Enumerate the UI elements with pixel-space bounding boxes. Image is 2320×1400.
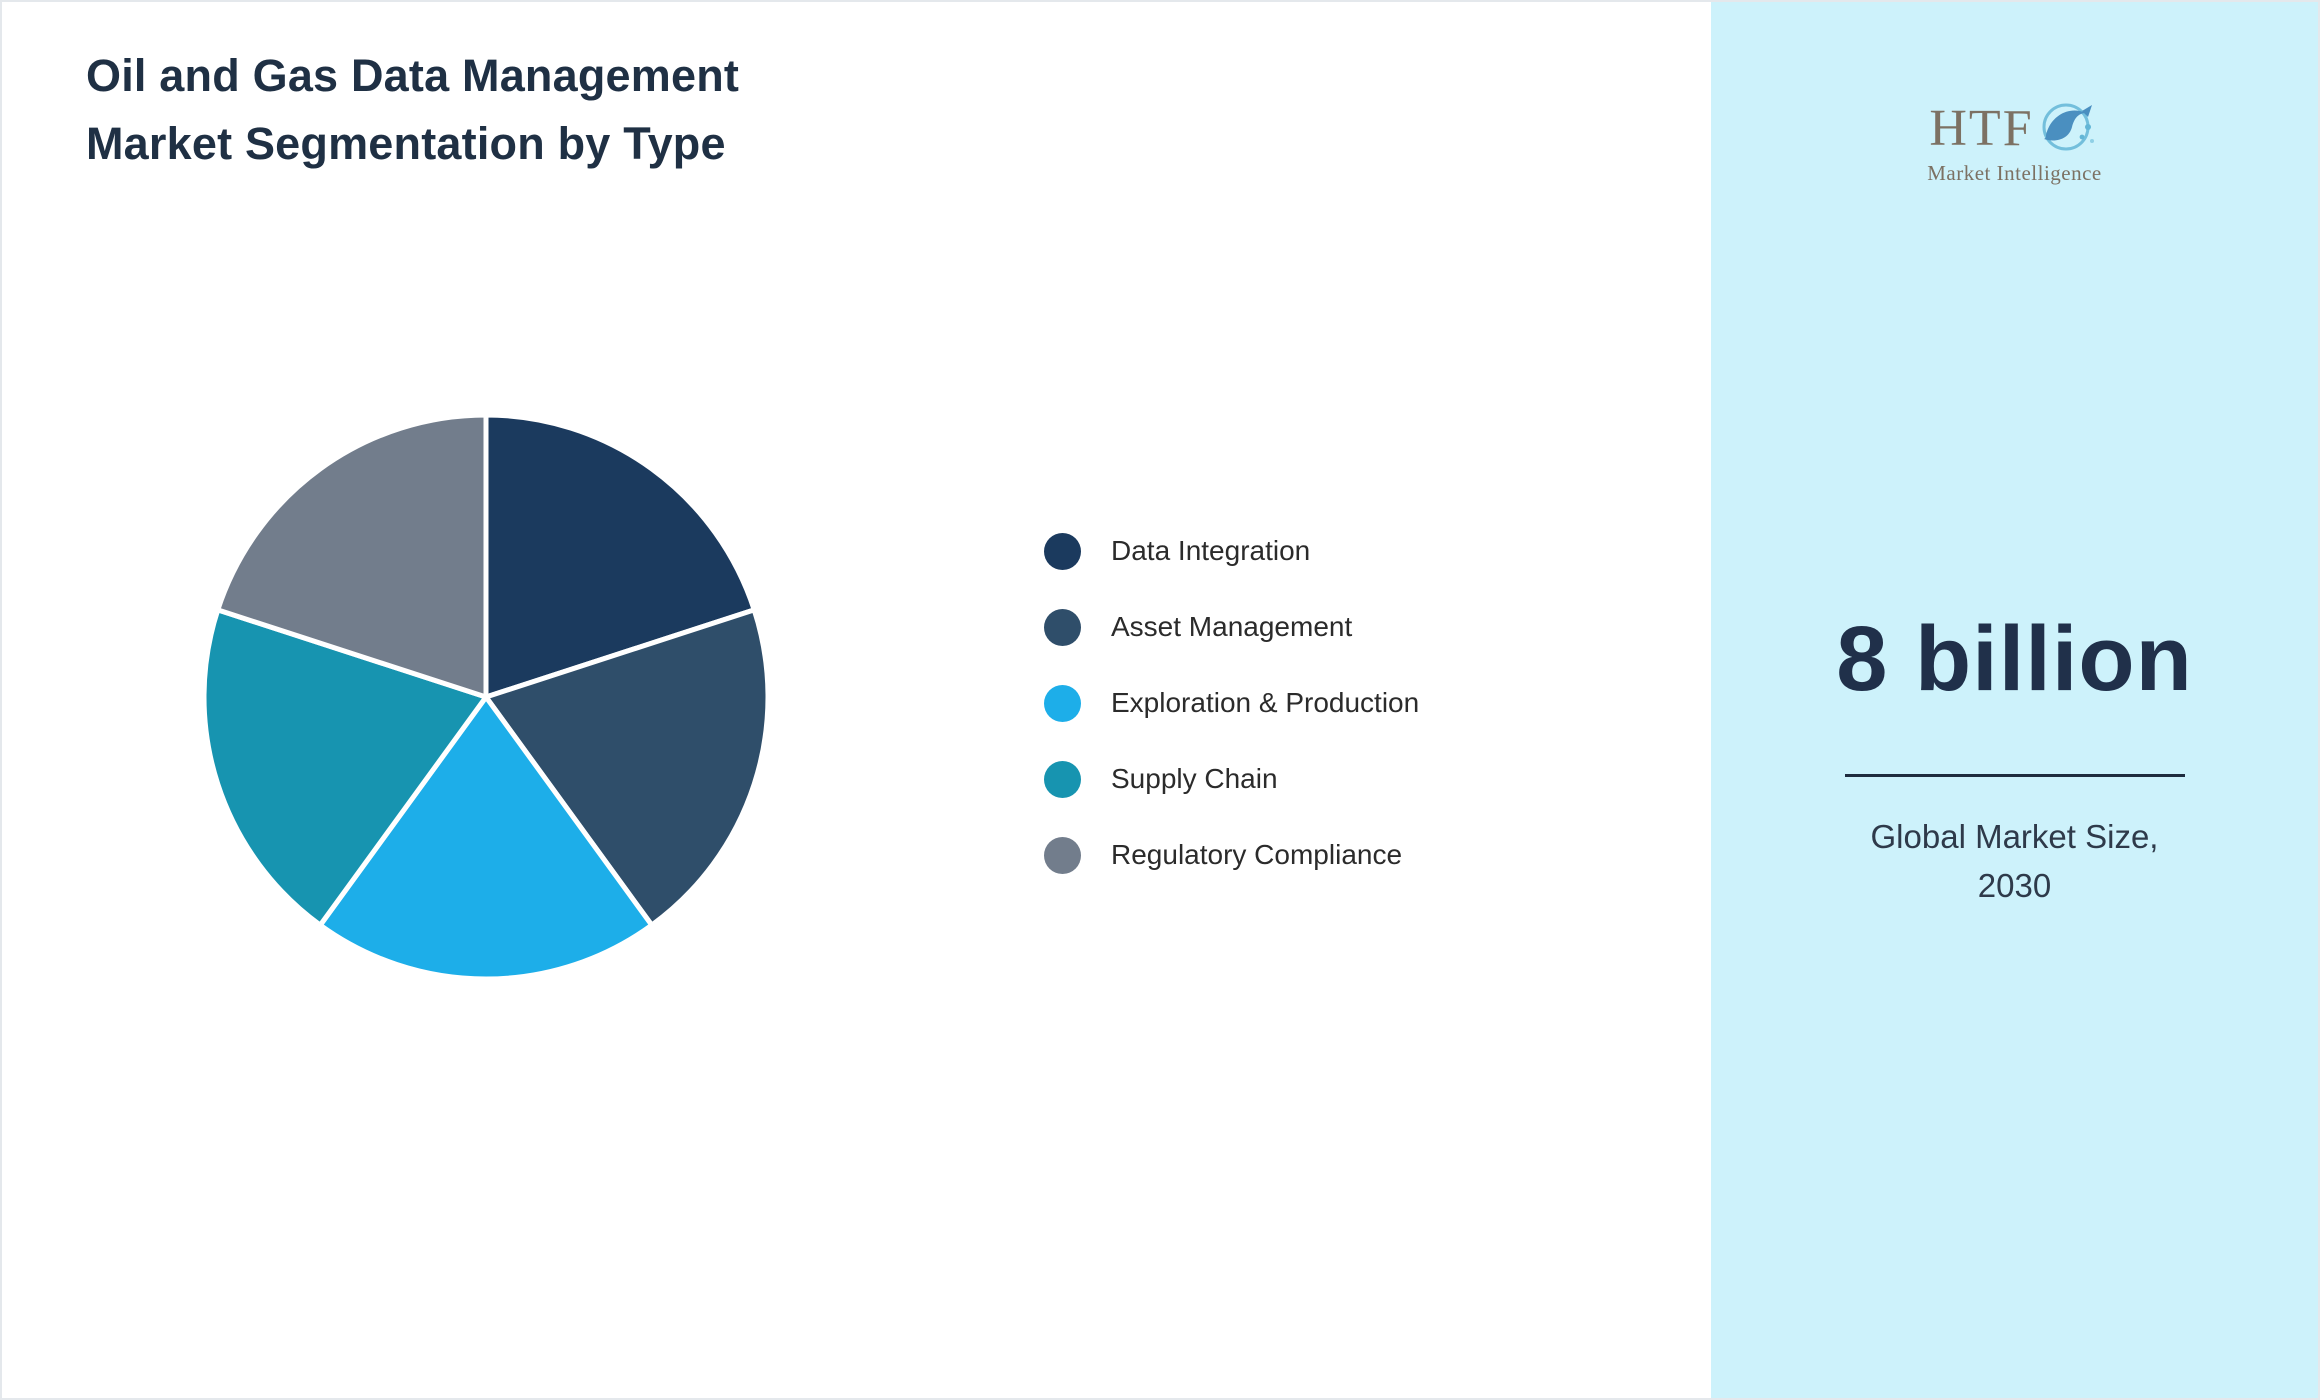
legend-label: Regulatory Compliance [1111, 839, 1403, 870]
chart-title: Oil and Gas Data Management Market Segme… [86, 50, 740, 169]
legend-swatch [1044, 836, 1081, 874]
dolphin-icon [2042, 103, 2094, 151]
chart-legend: Data Integration Asset Management Explorat… [1044, 513, 1419, 893]
sidebar-panel: HTF Market Intelligence 8 billion Global… [1711, 2, 2318, 1398]
legend-item: Exploration & Production [1044, 665, 1419, 741]
legend-label: Data Integration [1111, 535, 1311, 566]
legend-item: Data Integration [1044, 513, 1419, 589]
legend-swatch [1044, 532, 1081, 570]
legend-item: Asset Management [1044, 589, 1419, 665]
pie-slice [483, 607, 771, 928]
legend-swatch [1044, 608, 1081, 646]
legend-label: Asset Management [1111, 611, 1353, 642]
legend-swatch [1044, 684, 1081, 722]
pie-slice [215, 412, 489, 700]
legend-label: Supply Chain [1111, 763, 1278, 794]
htf-logo: HTF Market Intelligence [1711, 97, 2318, 186]
divider-line [1844, 774, 2185, 777]
pie-chart [156, 367, 816, 1027]
pie-slice [483, 412, 757, 700]
legend-swatch [1044, 760, 1081, 798]
legend-item: Regulatory Compliance [1044, 817, 1419, 893]
pie-chart-svg [201, 412, 771, 982]
legend-label: Exploration & Production [1111, 687, 1420, 718]
htf-logo-text: HTF [1929, 100, 2034, 157]
pie-slice [201, 607, 489, 928]
pie-slice [317, 694, 655, 982]
market-size-value: 8 billion [1836, 608, 2193, 710]
legend-item: Supply Chain [1044, 741, 1419, 817]
htf-logo-subtext: Market Intelligence [1927, 161, 2102, 185]
market-size-label: Global Market Size, 2030 [1870, 818, 2159, 904]
